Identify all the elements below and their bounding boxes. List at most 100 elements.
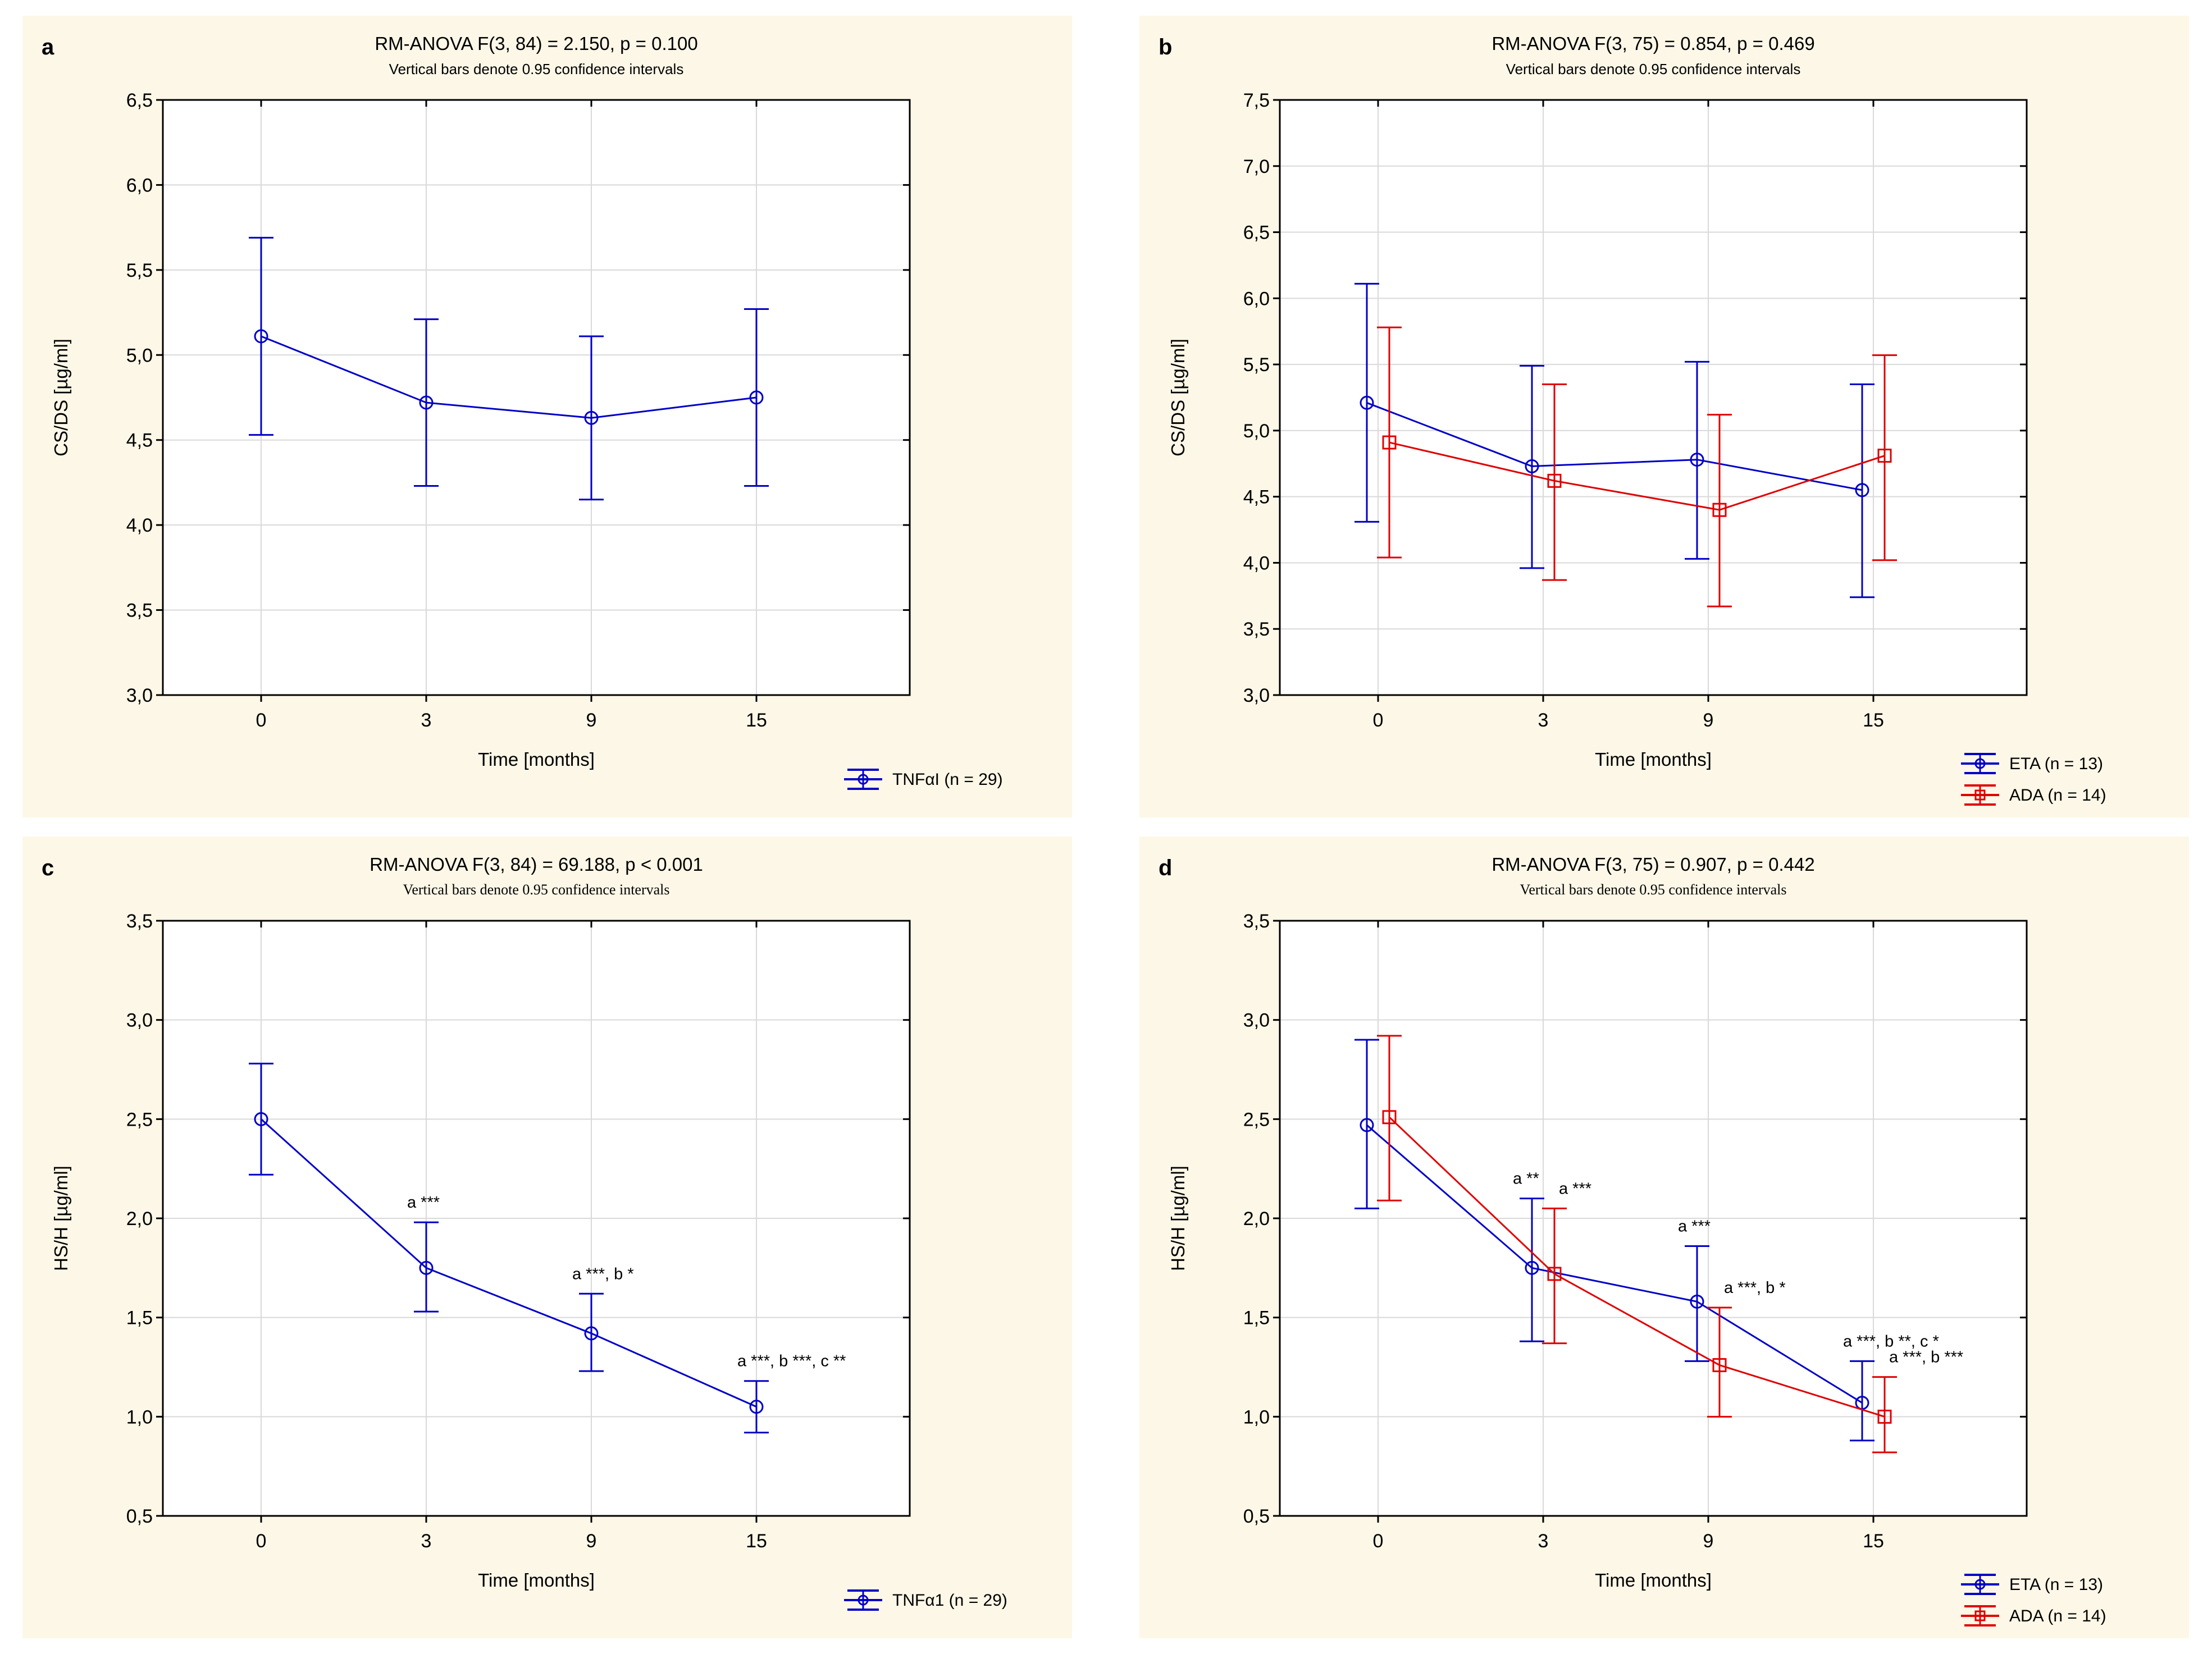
panel-c-titles: RM-ANOVA F(3, 84) = 69.188, p < 0.001 Ve…	[163, 853, 910, 898]
x-tick-label: 15	[1863, 1530, 1884, 1552]
data-point-marker	[419, 1260, 434, 1275]
x-tick-label: 3	[421, 1530, 432, 1552]
series-ADA (n = 14)	[1377, 1035, 1897, 1454]
data-point-marker	[1690, 453, 1704, 467]
legend-errorbar-icon	[1961, 1605, 1999, 1626]
chart-subtitle: Vertical bars denote 0.95 confidence int…	[403, 881, 670, 898]
series-ETA (n = 13)	[1354, 1039, 1875, 1442]
y-tick-label: 2,0	[126, 1208, 153, 1230]
chart-canvas-c: a *** a ***, b * a ***, b ***, c ** 0,5 1,0 1…	[51, 911, 1007, 1611]
x-tick-label: 0	[1373, 1530, 1384, 1552]
chart-title: RM-ANOVA F(3, 75) = 0.854, p = 0.469	[1492, 33, 1815, 54]
annotation: a ***	[1678, 1217, 1711, 1235]
y-tick-label: 1,5	[126, 1308, 153, 1329]
y-tick-label: 3,0	[126, 1010, 153, 1031]
data-point-marker	[584, 1326, 599, 1341]
data-point-marker	[1855, 483, 1869, 497]
plot-area	[163, 100, 910, 695]
y-tick-label: 3,5	[1243, 911, 1270, 932]
y-tick-label: 1,5	[1243, 1308, 1270, 1329]
y-tick-label: 3,0	[1243, 1010, 1270, 1031]
chart-title: RM-ANOVA F(3, 84) = 2.150, p = 0.100	[375, 33, 698, 54]
y-tick-label: 0,5	[126, 1506, 153, 1527]
panel-label-c: c	[42, 856, 54, 880]
chart-a: 3,0 3,5 4,0 4,5 5,0 5,5 6,0 6,5 0 3 9 15 Time [month…	[22, 16, 1072, 817]
y-axis-label: CS/DS [µg/ml]	[1167, 339, 1188, 456]
series-line	[260, 1118, 757, 1408]
x-axis-label: Time [months]	[478, 1570, 595, 1591]
series-TNFα1 (n = 29)	[249, 1062, 769, 1434]
y-tick-label: 1,0	[1243, 1406, 1270, 1428]
axis-ticks	[156, 99, 910, 702]
annotation: a ***, b **, c *	[1843, 1332, 1939, 1350]
chart-canvas-d: a ** a *** a ***, b **, c * a *** a ***, b *…	[1167, 911, 2106, 1626]
series-TNFαI (n = 29)	[249, 236, 769, 501]
data-point-marker	[584, 410, 599, 425]
panel-b-titles: RM-ANOVA F(3, 75) = 0.854, p = 0.469 Ver…	[1280, 33, 2027, 78]
y-tick-label: 3,0	[126, 685, 153, 706]
y-axis-label: HS/H [µg/ml]	[1167, 1166, 1188, 1271]
x-tick-label: 9	[586, 1530, 597, 1552]
y-tick-label: 7,0	[1243, 156, 1270, 177]
x-axis-label: Time [months]	[478, 749, 595, 770]
chart-c: a *** a ***, b * a ***, b ***, c ** 0,5 1,0 1…	[22, 837, 1072, 1638]
data-point-marker	[254, 329, 268, 344]
legend: TNFα1 (n = 29)	[844, 1589, 1007, 1611]
y-tick-label: 3,5	[1243, 619, 1270, 640]
data-point-marker	[1547, 473, 1562, 488]
chart-title: RM-ANOVA F(3, 84) = 69.188, p < 0.001	[370, 854, 703, 875]
data-point-marker	[1525, 1260, 1539, 1275]
data-point-marker	[749, 390, 764, 405]
data-point-marker	[1382, 435, 1397, 450]
x-tick-label: 3	[421, 710, 432, 731]
x-axis-label: Time [months]	[1595, 1570, 1712, 1591]
plot-area	[1280, 100, 2027, 695]
y-tick-label: 4,0	[126, 515, 153, 536]
legend-errorbar-icon	[844, 1589, 882, 1611]
series-ADA (n = 14)	[1377, 326, 1897, 607]
data-point-marker	[1712, 1358, 1727, 1372]
panel-label-d: d	[1159, 856, 1173, 880]
annotation: a **	[1513, 1170, 1539, 1188]
x-tick-label: 9	[586, 710, 597, 731]
gridlines	[1280, 100, 2027, 695]
legend-errorbar-icon	[1961, 784, 1999, 806]
chart-subtitle: Vertical bars denote 0.95 confidence int…	[1520, 881, 1787, 898]
legend-errorbar-icon	[1961, 753, 1999, 774]
gridlines	[163, 100, 910, 695]
panel-label-a: a	[42, 35, 54, 60]
annotation: a ***, b ***	[1889, 1349, 1963, 1367]
y-tick-label: 3,0	[1243, 685, 1270, 706]
panel-d-titles: RM-ANOVA F(3, 75) = 0.907, p = 0.442 Ver…	[1280, 853, 2027, 898]
chart-subtitle: Vertical bars denote 0.95 confidence int…	[389, 60, 684, 77]
x-tick-label: 15	[746, 1530, 767, 1552]
y-tick-label: 0,5	[1243, 1506, 1270, 1527]
y-tick-label: 2,5	[126, 1109, 153, 1130]
annotation: a ***, b ***, c **	[737, 1353, 846, 1370]
x-tick-label: 3	[1538, 1530, 1549, 1552]
y-tick-label: 4,5	[1243, 487, 1270, 508]
y-tick-label: 5,5	[1243, 354, 1270, 376]
data-point-marker	[1382, 1110, 1397, 1125]
x-tick-label: 9	[1703, 710, 1714, 731]
plot-frame	[162, 99, 911, 696]
panel-d: d RM-ANOVA F(3, 75) = 0.907, p = 0.442 V…	[1139, 837, 2189, 1638]
series-line	[1366, 402, 1863, 491]
annotation: a ***	[1559, 1180, 1591, 1198]
x-tick-label: 0	[256, 710, 267, 731]
y-tick-label: 6,5	[1243, 222, 1270, 244]
data-point-marker	[1360, 395, 1374, 410]
series-ETA (n = 13)	[1354, 282, 1875, 598]
data-point-marker	[1525, 459, 1539, 473]
x-axis-label: Time [months]	[1595, 749, 1712, 770]
legend-label: TNFαI (n = 29)	[892, 770, 1003, 789]
y-tick-label: 2,5	[1243, 1109, 1270, 1130]
y-tick-label: 7,5	[1243, 90, 1270, 111]
x-tick-label: 15	[1863, 710, 1884, 731]
panel-b: b RM-ANOVA F(3, 75) = 0.854, p = 0.469 V…	[1139, 16, 2189, 817]
series-line	[1389, 441, 1885, 511]
axis-ticks	[1273, 99, 2027, 702]
plot-frame	[1279, 99, 2028, 696]
gridlines	[1280, 921, 2027, 1516]
y-tick-label: 4,0	[1243, 552, 1270, 574]
